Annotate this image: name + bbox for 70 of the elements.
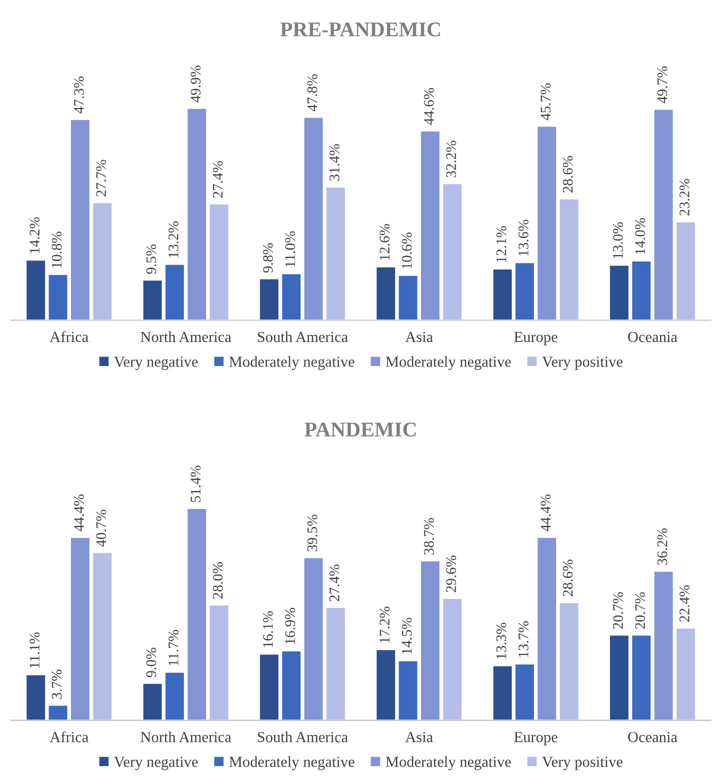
data-label: 28.6% xyxy=(562,560,573,596)
x-tick-label: South America xyxy=(258,331,348,342)
x-tick-label: Africa xyxy=(50,731,88,742)
data-label: 11.0% xyxy=(285,231,296,267)
data-label: 27.4% xyxy=(330,564,340,602)
legend-label: Very negative xyxy=(114,756,198,770)
data-label: 28.6% xyxy=(562,156,573,193)
x-tick-label: Africa xyxy=(50,331,88,342)
chart-title: PRE-PANDEMIC xyxy=(280,22,440,37)
data-label: 40.7% xyxy=(96,510,106,547)
data-label: 9.0% xyxy=(146,648,156,678)
data-label: 29.6% xyxy=(446,556,456,592)
x-tick-label: North America xyxy=(140,331,232,342)
x-tick-label: Europe xyxy=(514,732,558,746)
data-label: 13.0% xyxy=(613,222,623,258)
data-label: 12.1% xyxy=(496,226,506,262)
data-label: 47.8% xyxy=(307,74,318,112)
legend-label: Very positive xyxy=(542,356,622,370)
legend-label: Very negative xyxy=(114,356,198,370)
data-label: 11.7% xyxy=(168,630,178,666)
data-label: 17.2% xyxy=(380,606,390,643)
data-label: 9.5% xyxy=(146,244,156,274)
data-label: 49.9% xyxy=(190,66,201,102)
data-label: 20.7% xyxy=(635,592,646,629)
data-label: 13.6% xyxy=(518,220,528,256)
data-label: 14.2% xyxy=(30,217,40,254)
data-label: 10.6% xyxy=(402,232,412,268)
data-label: 14.0% xyxy=(635,218,646,254)
data-label: 36.2% xyxy=(657,528,668,565)
data-label: 49.7% xyxy=(657,66,668,104)
data-label: 31.4% xyxy=(330,144,340,181)
legend-label: Moderately negative xyxy=(229,356,354,370)
data-label: 27.4% xyxy=(212,161,223,198)
data-label: 13.2% xyxy=(168,221,178,258)
data-label: 12.6% xyxy=(380,224,390,260)
data-label: 16.1% xyxy=(263,611,273,648)
data-label: 32.2% xyxy=(446,140,456,178)
legend-label: Moderately negative xyxy=(229,756,354,770)
data-label: 23.2% xyxy=(680,178,690,216)
x-tick-label: South America xyxy=(258,731,348,742)
data-label: 14.5% xyxy=(402,618,412,654)
data-label: 16.9% xyxy=(285,608,296,644)
data-label: 28.0% xyxy=(212,562,223,599)
data-label: 10.8% xyxy=(52,232,62,268)
x-tick-label: Europe xyxy=(514,332,558,346)
x-tick-label: Oceania xyxy=(628,732,678,742)
data-label: 11.1% xyxy=(30,632,40,668)
data-label: 44.4% xyxy=(540,494,551,532)
data-label: 38.7% xyxy=(424,518,434,554)
data-label: 3.7% xyxy=(52,670,62,699)
x-tick-label: Asia xyxy=(405,332,433,342)
data-label: 51.4% xyxy=(190,466,201,502)
data-label: 13.3% xyxy=(496,622,506,659)
chart-title: PANDEMIC xyxy=(304,422,416,437)
data-label: 22.4% xyxy=(680,585,690,622)
data-label: 39.5% xyxy=(307,514,318,552)
x-tick-label: Asia xyxy=(405,732,433,742)
legend-label: Very positive xyxy=(542,756,622,770)
data-label: 27.7% xyxy=(96,160,106,196)
data-label: 44.4% xyxy=(74,494,84,532)
legend-label: Moderately negative xyxy=(386,356,511,370)
data-label: 44.6% xyxy=(424,88,434,125)
data-label: 13.7% xyxy=(518,621,528,658)
x-tick-label: North America xyxy=(140,731,232,742)
data-label: 20.7% xyxy=(613,592,623,629)
data-label: 45.7% xyxy=(540,83,551,120)
data-label: 47.3% xyxy=(74,76,84,114)
x-tick-label: Oceania xyxy=(628,332,678,342)
data-label: 9.8% xyxy=(263,243,273,273)
legend-label: Moderately negative xyxy=(386,756,511,770)
